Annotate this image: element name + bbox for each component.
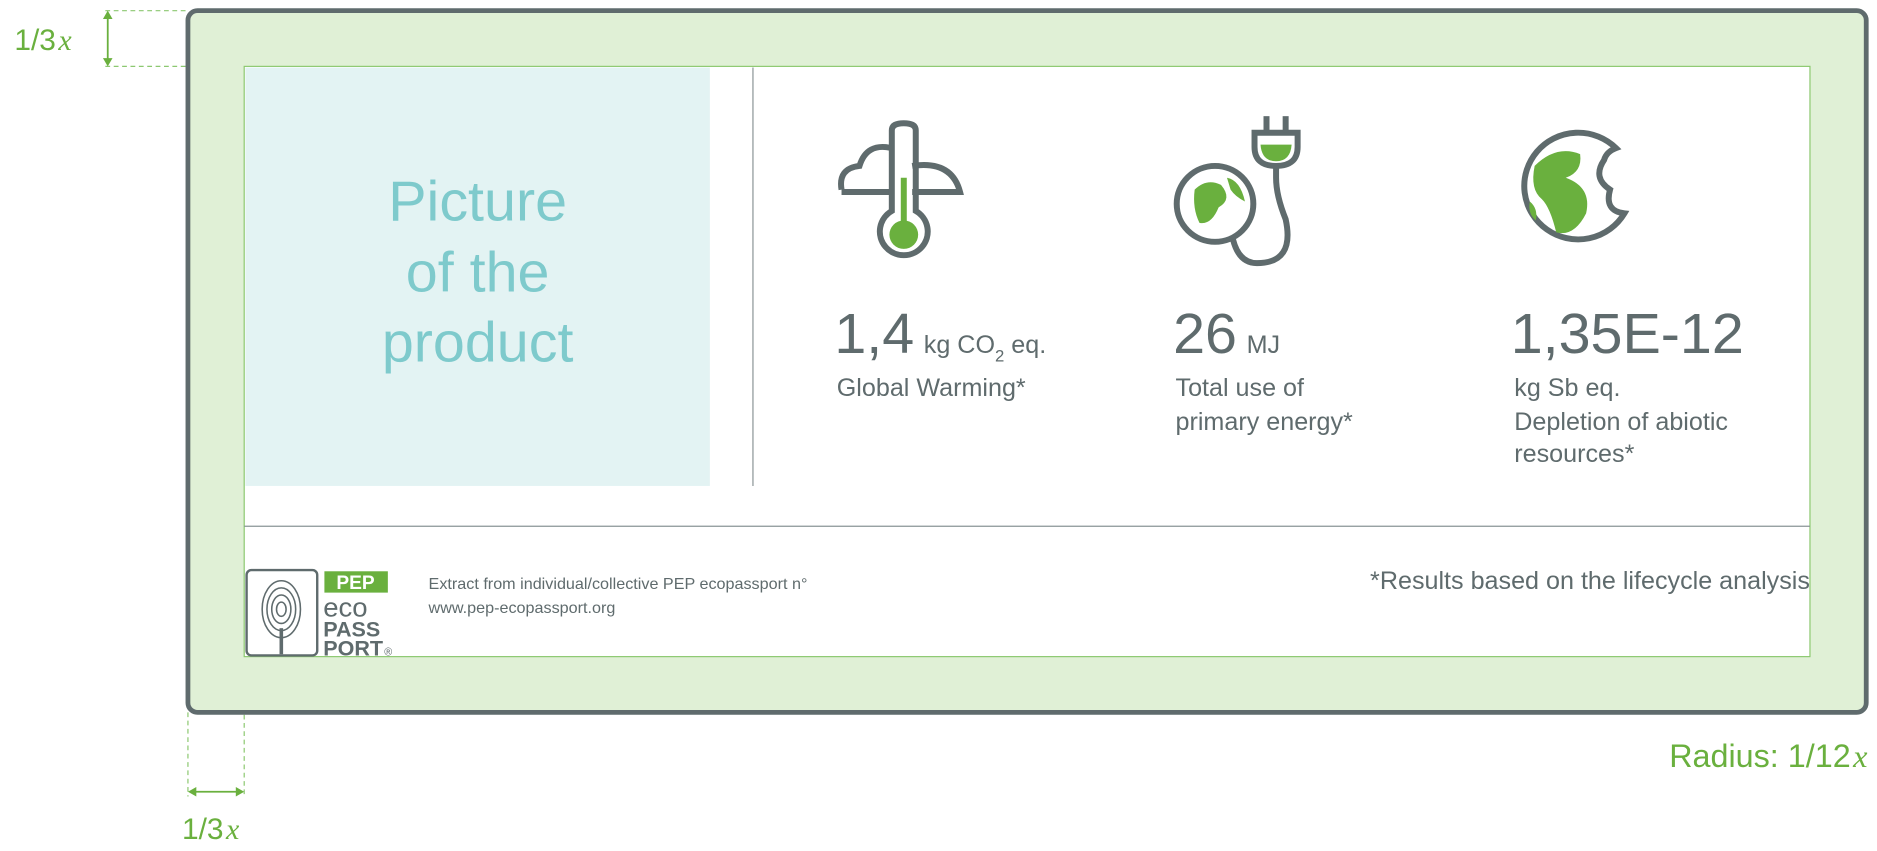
picture-placeholder bbox=[245, 67, 710, 486]
indicator: 1,4 kg CO2 eq. Global Warming* bbox=[834, 302, 1046, 401]
indicator-label: primary energy* bbox=[1176, 408, 1354, 436]
variable: x bbox=[57, 24, 71, 57]
variable: x bbox=[225, 813, 239, 846]
fraction: 1/3 bbox=[14, 24, 56, 57]
indicator-value: 1,4 kg CO2 eq. bbox=[834, 302, 1046, 366]
logo-text: PORT bbox=[323, 637, 383, 661]
footer-url: www.pep-ecopassport.org bbox=[428, 599, 616, 617]
value: 26 bbox=[1173, 302, 1237, 366]
indicator-label: Global Warming* bbox=[837, 374, 1026, 402]
pep-logo: PEP eco PASS PORT ® bbox=[245, 568, 392, 661]
placeholder-text: Picture of the product bbox=[382, 170, 574, 375]
indicator: 26 MJ Total use of primary energy* bbox=[1173, 302, 1353, 436]
unit-sub: 2 bbox=[995, 347, 1004, 366]
unit-tail: eq. bbox=[1004, 331, 1046, 359]
thermometer-icon bbox=[838, 120, 964, 259]
logo-text: eco bbox=[323, 591, 367, 622]
logo-text: PASS bbox=[323, 618, 380, 642]
indicator: 1,35E-12 kg Sb eq. Depletion of abiotic … bbox=[1511, 302, 1744, 468]
indicator-label: resources* bbox=[1514, 440, 1634, 468]
indicator-label: Total use of bbox=[1176, 374, 1305, 402]
radius-dimension: Radius: 1/12x bbox=[1669, 738, 1868, 774]
footer-extract: Extract from individual/collective PEP e… bbox=[429, 575, 808, 593]
value: 1,4 bbox=[834, 302, 914, 366]
placeholder-line: of the bbox=[406, 241, 550, 305]
indicator-value: 1,35E-12 bbox=[1511, 302, 1744, 366]
energy-icon bbox=[1173, 116, 1301, 267]
top-dimension: 1/3x bbox=[14, 24, 71, 57]
arrows bbox=[102, 10, 245, 797]
variable: x bbox=[1852, 738, 1868, 774]
logo-mark: ® bbox=[384, 646, 392, 658]
fraction: 1/12 bbox=[1788, 738, 1851, 774]
indicator-label: kg Sb eq. bbox=[1514, 374, 1620, 402]
fraction: 1/3 bbox=[182, 813, 224, 846]
depletion-icon bbox=[1521, 129, 1630, 243]
prefix: Radius: bbox=[1669, 738, 1788, 774]
footer-note: *Results based on the lifecycle analysis bbox=[1370, 567, 1810, 595]
indicator-label: Depletion of abiotic bbox=[1514, 408, 1728, 436]
placeholder-line: Picture bbox=[388, 170, 567, 234]
placeholder-line: product bbox=[382, 311, 574, 375]
left-dimension: 1/3x bbox=[182, 813, 239, 846]
indicator-value: 26 MJ bbox=[1173, 302, 1280, 366]
unit: MJ bbox=[1247, 331, 1280, 359]
unit: kg CO bbox=[924, 331, 995, 359]
logo-badge: PEP bbox=[336, 573, 375, 594]
